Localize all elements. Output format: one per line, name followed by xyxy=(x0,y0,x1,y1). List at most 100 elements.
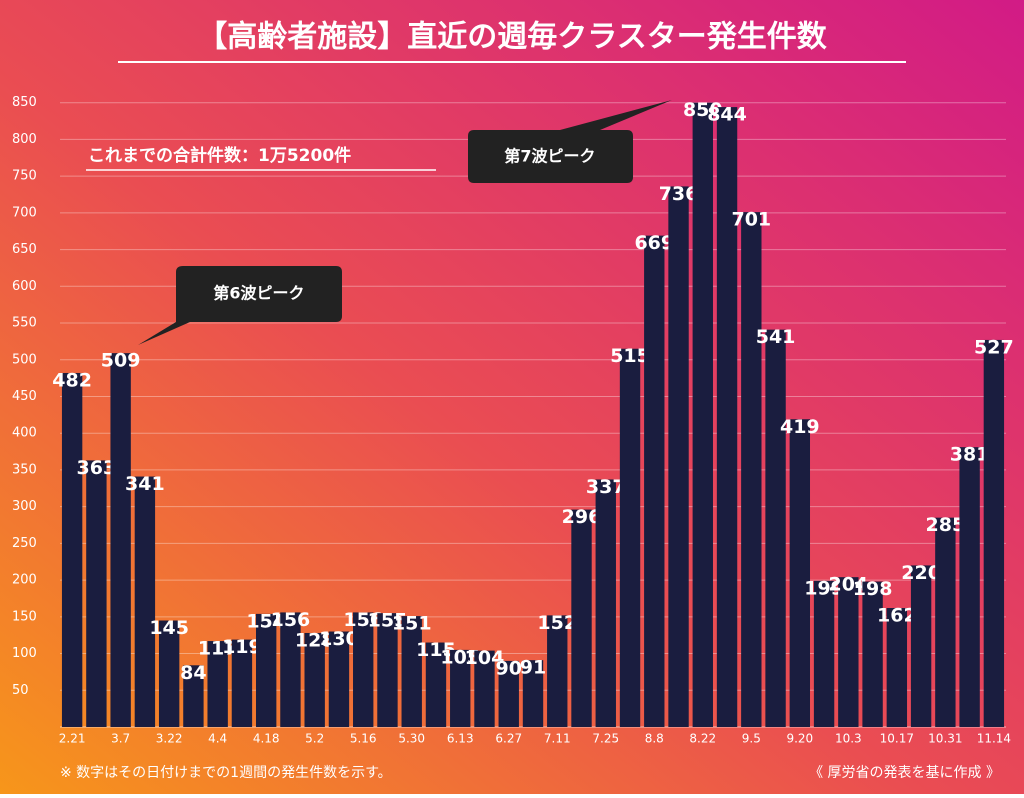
bar xyxy=(255,613,277,727)
value-label: 117 xyxy=(198,638,238,660)
value-label: 381 xyxy=(950,444,990,466)
bar xyxy=(862,581,883,727)
x-tick-label: 6.13 xyxy=(447,732,474,746)
value-label: 199 xyxy=(804,577,844,599)
x-tick-label: 9.5 xyxy=(742,732,761,746)
bar xyxy=(644,235,665,727)
value-label: 155 xyxy=(368,610,408,632)
value-label: 145 xyxy=(149,617,189,639)
value-label: 91 xyxy=(520,657,546,679)
source-note: 《 厚労省の発表を基に作成 》 xyxy=(809,764,1000,781)
value-label: 296 xyxy=(562,506,602,528)
bar xyxy=(668,186,689,728)
x-tick-label: 9.20 xyxy=(786,732,813,746)
y-tick-label: 800 xyxy=(12,132,37,147)
bar xyxy=(377,613,398,727)
y-tick-label: 650 xyxy=(12,242,37,257)
value-label: 341 xyxy=(125,473,165,495)
x-tick-label: 7.11 xyxy=(544,732,571,746)
y-tick-label: 150 xyxy=(12,609,37,624)
bar xyxy=(110,353,131,727)
bar xyxy=(595,479,616,727)
x-tick-label: 3.7 xyxy=(111,732,130,746)
plot: 50 100 150 200 250 300 350 400 450 500 550 600 650 70… xyxy=(12,95,1014,745)
value-label: 541 xyxy=(756,326,796,348)
value-label: 115 xyxy=(416,639,456,661)
bar xyxy=(789,419,811,727)
bar xyxy=(619,348,641,727)
bar xyxy=(886,608,908,727)
total-annotation: これまでの合計件数：1万5200件 xyxy=(88,145,351,166)
bar xyxy=(280,612,301,727)
value-label: 515 xyxy=(610,345,650,367)
x-tick-label: 5.16 xyxy=(350,732,377,746)
bar xyxy=(401,616,422,727)
footnote: ※ 数字はその日付けまでの1週間の発生件数を示す。 xyxy=(60,765,392,781)
bar xyxy=(61,372,83,727)
value-label: 154 xyxy=(246,610,286,632)
y-tick-label: 350 xyxy=(12,462,37,477)
value-label: 509 xyxy=(101,350,141,372)
value-label: 198 xyxy=(853,578,893,600)
x-tick-label: 5.2 xyxy=(305,732,324,746)
x-tick-label: 7.25 xyxy=(592,732,619,746)
y-tick-label: 750 xyxy=(12,169,37,184)
value-label: 482 xyxy=(52,369,92,391)
value-label: 204 xyxy=(828,574,868,596)
x-tick-label: 8.8 xyxy=(645,732,664,746)
y-tick-label: 250 xyxy=(12,536,37,551)
value-label: 156 xyxy=(343,609,383,631)
value-label: 669 xyxy=(634,232,674,254)
callout-label: 第6波ピーク xyxy=(213,284,304,303)
value-label: 104 xyxy=(465,647,505,669)
y-tick-label: 500 xyxy=(12,352,37,367)
bar xyxy=(134,476,156,727)
bar xyxy=(207,641,228,727)
value-label: 419 xyxy=(780,416,820,438)
bar xyxy=(716,107,738,727)
bar xyxy=(983,339,1005,727)
bar xyxy=(158,620,180,727)
bar xyxy=(910,565,932,727)
bar xyxy=(425,642,447,727)
bar xyxy=(86,460,107,727)
x-tick-label: 10.17 xyxy=(880,732,914,746)
bar xyxy=(692,102,713,728)
value-label: 701 xyxy=(731,209,771,231)
x-tick-label: 5.30 xyxy=(398,732,425,746)
value-label: 285 xyxy=(926,514,966,536)
value-label: 850 xyxy=(683,99,723,121)
bar xyxy=(450,649,471,727)
bar xyxy=(474,650,495,727)
value-label: 162 xyxy=(877,605,917,627)
bar xyxy=(959,447,980,727)
bar xyxy=(547,615,568,727)
value-label: 151 xyxy=(392,613,432,635)
x-tick-label: 8.22 xyxy=(689,732,716,746)
x-tick-label: 6.27 xyxy=(495,732,522,746)
value-label: 156 xyxy=(271,609,311,631)
bar xyxy=(838,577,859,727)
bar xyxy=(183,665,204,727)
chart-title: 【高齢者施設】直近の週毎クラスター発生件数 xyxy=(197,20,827,55)
value-label: 128 xyxy=(295,629,335,651)
bar xyxy=(304,632,325,727)
value-label: 130 xyxy=(319,628,359,650)
value-label: 90 xyxy=(496,657,522,679)
y-tick-label: 300 xyxy=(12,499,37,514)
x-tick-label: 10.3 xyxy=(835,732,862,746)
value-label: 84 xyxy=(180,662,206,684)
x-tick-label: 10.31 xyxy=(928,732,962,746)
x-tick-label: 2.21 xyxy=(59,732,86,746)
y-tick-label: 200 xyxy=(12,573,37,588)
y-tick-label: 850 xyxy=(12,95,37,110)
value-label: 119 xyxy=(222,636,262,658)
bar xyxy=(231,639,253,727)
x-tick-label: 3.22 xyxy=(156,732,183,746)
value-label: 105 xyxy=(440,646,480,668)
callout-label: 第7波ピーク xyxy=(504,147,595,166)
x-tick-label: 4.4 xyxy=(208,732,227,746)
y-tick-label: 600 xyxy=(12,279,37,294)
callout-box xyxy=(138,266,342,345)
bar xyxy=(328,631,350,727)
